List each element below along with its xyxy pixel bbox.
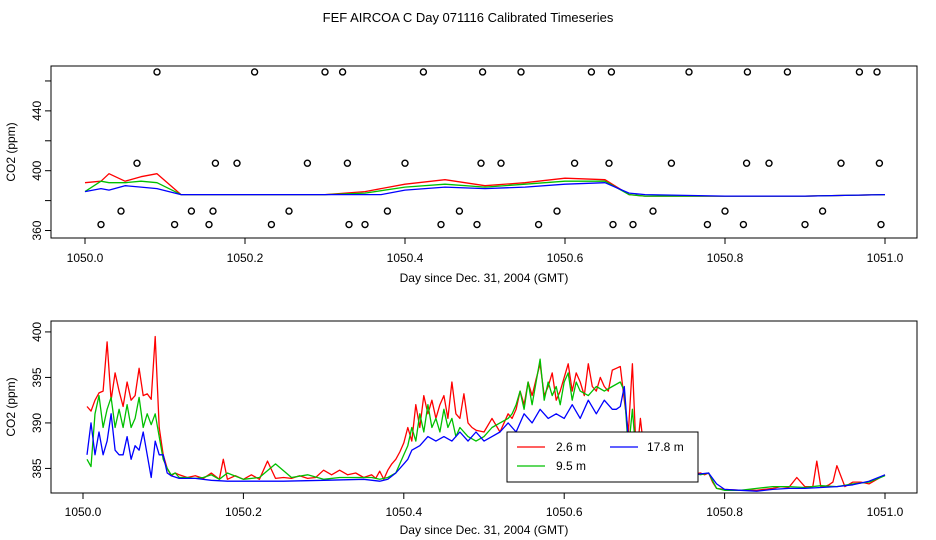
top-axes: 1050.0 1050.2 1050.4 1050.6 1050.8 1051.0 360 4… (30, 80, 904, 265)
calibration-point (534, 220, 543, 229)
calibration-point (117, 207, 125, 215)
bottom-ytick-label: 385 (30, 458, 44, 478)
bottom-ytick-label: 400 (30, 322, 44, 342)
calibration-point (587, 68, 596, 76)
calibration-point (742, 159, 751, 167)
calibration-point (478, 68, 487, 76)
bottom-axes: 1050.0 1050.2 1050.4 1050.6 1050.8 1051.0 385 3… (30, 322, 904, 519)
legend-label-9.5m: 9.5 m (556, 459, 586, 473)
calibration-point (477, 159, 485, 167)
top-xtick-label: 1050.6 (547, 251, 584, 265)
top-plot-frame (50, 65, 918, 239)
top-series-17.8m (84, 182, 886, 197)
top-series-9.5m (84, 180, 886, 197)
calibration-point (303, 159, 312, 167)
bottom-xtick-label: 1050.4 (385, 505, 422, 519)
bottom-ytick-label: 390 (30, 413, 44, 433)
top-x-axis-label: Day since Dec. 31, 2004 (GMT) (400, 271, 569, 285)
calibration-point (338, 68, 347, 76)
calibration-point (553, 207, 561, 215)
calibration-point (607, 68, 616, 76)
calibration-point (765, 159, 773, 167)
bottom-plot-frame (50, 320, 918, 494)
calibration-point (855, 68, 864, 76)
top-series (84, 173, 886, 197)
top-xtick-label: 1050.8 (707, 251, 744, 265)
bottom-xtick-label: 1050.0 (65, 505, 102, 519)
bottom-xtick-label: 1050.6 (546, 505, 583, 519)
calibration-point (703, 220, 712, 229)
calibration-point (361, 220, 369, 229)
calibration-point (133, 159, 141, 167)
bottom-ytick-label: 395 (30, 367, 44, 387)
calibration-point (873, 68, 881, 76)
calibration-point (649, 207, 657, 215)
top-series-2.6m (84, 173, 886, 197)
top-ytick-label: 400 (30, 160, 44, 180)
calibration-point (497, 159, 505, 167)
calibration-point (455, 207, 464, 215)
calibration-point (345, 220, 353, 229)
calibration-point (837, 159, 845, 167)
legend: 2.6 m 9.5 m 17.8 m (506, 431, 699, 483)
calibration-point (209, 207, 217, 215)
calibration-point (97, 220, 105, 229)
bottom-panel: 1050.0 1050.2 1050.4 1050.6 1050.8 1051.0 385 3… (4, 320, 918, 537)
calibration-point (570, 159, 579, 167)
calibration-point (667, 159, 676, 167)
bottom-xtick-label: 1050.2 (225, 505, 262, 519)
calibration-point (605, 159, 613, 167)
calibration-point (419, 68, 428, 76)
calibration-point (343, 159, 352, 167)
bottom-series (86, 335, 886, 492)
calibration-point (877, 220, 885, 229)
bottom-xtick-label: 1051.0 (867, 505, 904, 519)
calibration-point (437, 220, 445, 229)
bottom-y-axis-label: CO2 (ppm) (4, 377, 18, 436)
calibration-point (721, 207, 729, 215)
legend-label-2.6m: 2.6 m (556, 440, 586, 454)
top-calibration-points (97, 68, 885, 229)
top-ytick-label: 360 (30, 220, 44, 240)
calibration-point (383, 207, 392, 215)
calibration-point (285, 207, 293, 215)
figure-title: FEF AIRCOA C Day 071116 Calibrated Times… (323, 10, 614, 25)
legend-box (506, 431, 699, 483)
bottom-series-2.6m (86, 335, 886, 491)
calibration-point (250, 68, 259, 76)
legend-label-17.8m: 17.8 m (647, 440, 684, 454)
top-panel: 1050.0 1050.2 1050.4 1050.6 1050.8 1051.0 360 4… (4, 65, 918, 285)
top-xtick-label: 1050.0 (67, 251, 104, 265)
calibration-point (211, 159, 220, 167)
calibration-point (818, 207, 827, 215)
top-ytick-label: 440 (30, 101, 44, 121)
top-y-axis-label: CO2 (ppm) (4, 122, 18, 181)
calibration-point (473, 220, 481, 229)
calibration-point (609, 220, 617, 229)
top-xtick-label: 1050.4 (387, 251, 424, 265)
calibration-point (170, 220, 179, 229)
calibration-point (153, 68, 161, 76)
calibration-point (321, 68, 329, 76)
calibration-point (267, 220, 276, 229)
calibration-point (743, 68, 752, 76)
top-xtick-label: 1051.0 (867, 251, 904, 265)
calibration-point (801, 220, 809, 229)
calibration-point (875, 159, 884, 167)
calibration-point (517, 68, 525, 76)
bottom-series-9.5m (86, 358, 886, 491)
bottom-x-axis-label: Day since Dec. 31, 2004 (GMT) (400, 523, 569, 537)
calibration-point (783, 68, 792, 76)
calibration-point (205, 220, 213, 229)
calibration-point (187, 207, 196, 215)
calibration-point (629, 220, 637, 229)
calibration-point (401, 159, 409, 167)
bottom-xtick-label: 1050.8 (706, 505, 743, 519)
top-xtick-label: 1050.2 (227, 251, 264, 265)
calibration-point (739, 220, 748, 229)
calibration-point (685, 68, 693, 76)
calibration-point (233, 159, 241, 167)
